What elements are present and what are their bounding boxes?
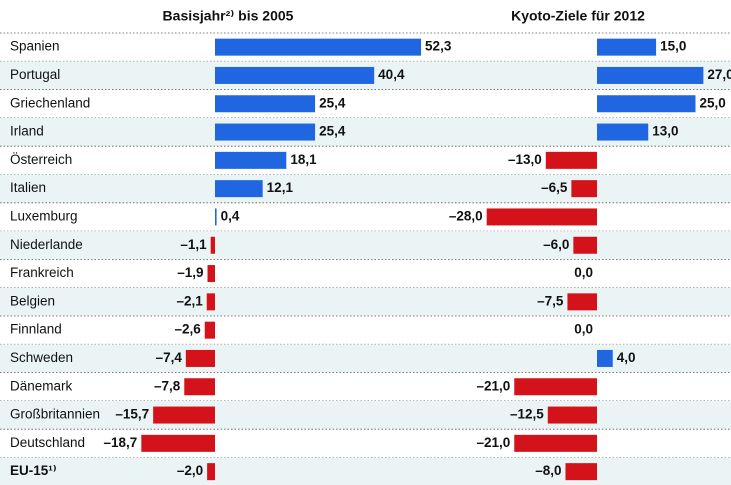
value-label: –12,5 [510,407,544,422]
value-label: –2,6 [174,322,201,337]
value-label: 25,4 [319,124,346,139]
value-label: 18,1 [290,152,317,167]
bar [597,123,649,141]
bar [153,406,215,424]
value-label: –1,9 [177,265,203,280]
category-label: Großbritannien [10,407,100,422]
row-backgrounds [0,32,731,485]
value-label: –2,0 [177,463,203,478]
value-label: –21,0 [476,378,510,393]
bar [184,378,215,396]
bar [565,463,597,481]
bar [573,236,597,254]
bar [185,349,215,367]
category-label: Niederlande [10,237,83,252]
category-label: Italien [10,180,46,195]
bar [597,349,613,367]
bar [545,151,597,169]
value-label: –21,0 [476,435,510,450]
value-label: 0,4 [221,209,240,224]
bar [547,406,597,424]
category-label: Frankreich [10,265,74,280]
value-label: –1,1 [180,237,207,252]
value-label: –6,5 [541,180,568,195]
bar [514,434,597,452]
category-label: Irland [10,124,44,139]
value-label: 4,0 [617,350,636,365]
bar [597,38,657,56]
value-label: 0,0 [574,322,593,337]
bar [486,208,597,226]
bar [215,66,375,84]
value-label: –28,0 [449,209,483,224]
category-label: Österreich [10,152,72,167]
value-label: 25,4 [319,95,346,110]
value-label: –15,7 [115,407,149,422]
value-label: –7,4 [156,350,183,365]
bar [215,151,287,169]
bar [514,378,597,396]
value-label: 15,0 [660,39,686,54]
bar [215,38,422,56]
category-label: Portugal [10,67,60,82]
value-label: 13,0 [652,124,678,139]
value-label: 52,3 [425,39,452,54]
row-band [0,174,731,203]
value-label: –6,0 [543,237,569,252]
category-label: Belgien [10,293,55,308]
row-band [0,400,731,430]
row-band [0,231,731,260]
bar [215,208,217,226]
panel-title: Kyoto-Ziele für 2012 [511,8,645,24]
bar [215,180,263,198]
bar [215,95,316,113]
category-label: Deutschland [10,435,85,450]
value-label: 25,0 [700,95,726,110]
category-label: EU-15¹⁾ [10,463,57,478]
bar [571,180,597,198]
value-label: –13,0 [508,152,542,167]
category-label: Schweden [10,350,73,365]
value-label: –7,5 [537,293,564,308]
category-label: Griechenland [10,95,90,110]
bar [141,434,215,452]
bar [567,293,597,311]
row-band [0,457,731,485]
category-label: Spanien [10,39,60,54]
value-label: 40,4 [378,67,405,82]
value-label: –8,0 [535,463,561,478]
category-label: Finnland [10,322,62,337]
bar [597,95,696,113]
value-label: 12,1 [267,180,294,195]
value-label: –7,8 [154,378,181,393]
bar [207,463,215,481]
row-band [0,287,731,316]
category-label: Dänemark [10,378,73,393]
bar [215,123,316,141]
panel-title: Basisjahr²⁾ bis 2005 [163,8,294,24]
bar [206,293,215,311]
bar [597,66,704,84]
value-label: 0,0 [574,265,593,280]
value-label: 27,0 [707,67,731,82]
bar [204,321,215,339]
category-label: Luxemburg [10,209,78,224]
bar [210,236,215,254]
value-label: –18,7 [104,435,138,450]
value-label: –2,1 [176,293,203,308]
bar [207,265,215,283]
